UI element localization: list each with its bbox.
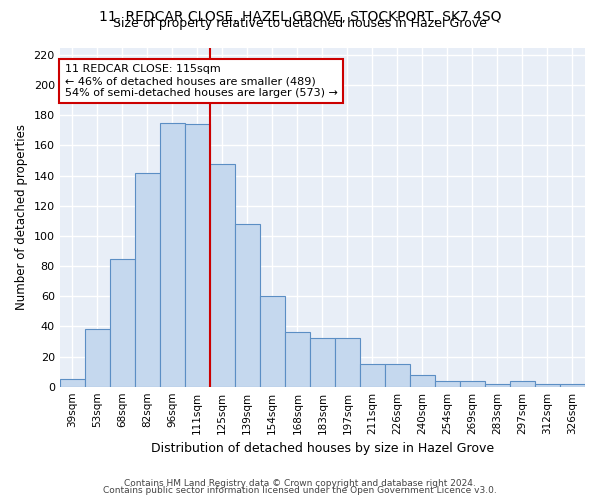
Bar [59,379,85,386]
Text: 11, REDCAR CLOSE, HAZEL GROVE, STOCKPORT, SK7 4SQ: 11, REDCAR CLOSE, HAZEL GROVE, STOCKPORT… [99,10,501,24]
Bar [285,332,310,386]
Bar [460,380,485,386]
Bar [310,338,335,386]
Bar [360,364,385,386]
Bar [535,384,560,386]
Bar [435,380,460,386]
Bar [210,164,235,386]
Text: 11 REDCAR CLOSE: 115sqm
← 46% of detached houses are smaller (489)
54% of semi-d: 11 REDCAR CLOSE: 115sqm ← 46% of detache… [65,64,338,98]
Bar [85,330,110,386]
Bar [410,374,435,386]
X-axis label: Distribution of detached houses by size in Hazel Grove: Distribution of detached houses by size … [151,442,494,455]
Text: Contains HM Land Registry data © Crown copyright and database right 2024.: Contains HM Land Registry data © Crown c… [124,478,476,488]
Bar [335,338,360,386]
Bar [235,224,260,386]
Text: Contains public sector information licensed under the Open Government Licence v3: Contains public sector information licen… [103,486,497,495]
Bar [510,380,535,386]
Bar [160,123,185,386]
Bar [385,364,410,386]
Text: Size of property relative to detached houses in Hazel Grove: Size of property relative to detached ho… [113,18,487,30]
Bar [260,296,285,386]
Bar [485,384,510,386]
Bar [135,172,160,386]
Bar [560,384,585,386]
Bar [110,258,135,386]
Bar [185,124,210,386]
Y-axis label: Number of detached properties: Number of detached properties [15,124,28,310]
